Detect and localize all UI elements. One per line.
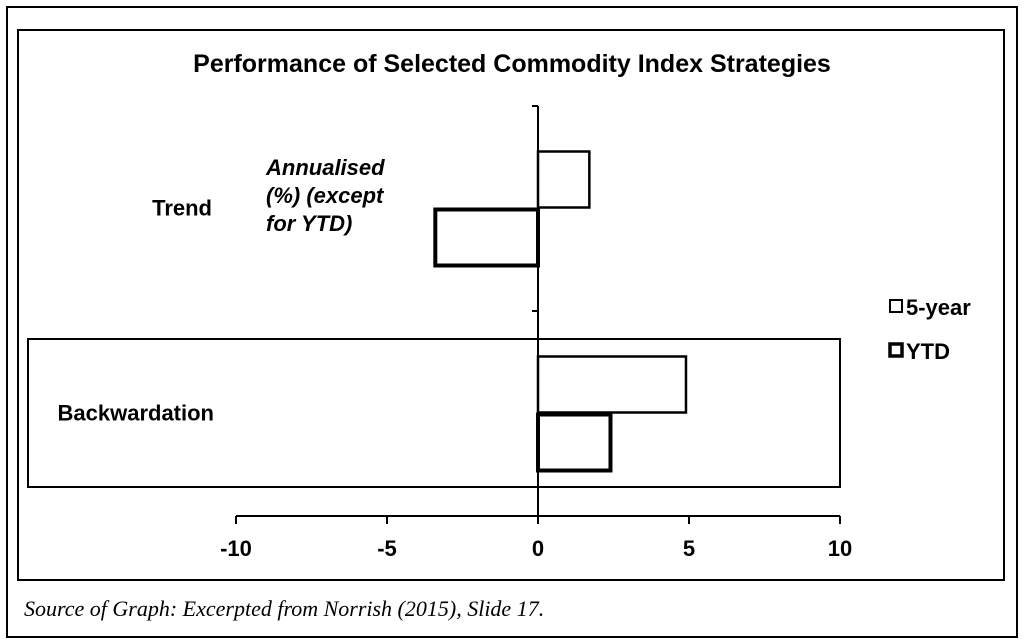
category-label-trend: Trend [152, 196, 212, 221]
chart-annotation: Annualised (%) (except for YTD) [265, 155, 385, 236]
category-label-backwardation: Backwardation [58, 401, 215, 426]
annotation-line: (%) (except [266, 183, 385, 208]
annotation-line: for YTD) [266, 211, 352, 236]
legend-swatch-ytd [888, 342, 904, 358]
chart-title: Performance of Selected Commodity Index … [193, 50, 831, 78]
legend-label-5-year: 5-year [906, 295, 971, 320]
annotation-line: Annualised [265, 155, 385, 180]
highlight-box [27, 338, 841, 488]
legend: 5-year YTD [888, 295, 971, 364]
bars [433, 150, 688, 473]
x-tick-label: 5 [683, 536, 695, 561]
legend-swatch-5-year [889, 299, 903, 313]
chart-frame [6, 6, 1018, 638]
bar-5-year-backwardation [536, 355, 688, 414]
plot-border [17, 29, 1005, 581]
x-tick-label: -5 [377, 536, 397, 561]
x-tick-label: -10 [220, 536, 252, 561]
axes: -10 -5 0 5 10 [220, 105, 852, 561]
highlight-layer [27, 338, 841, 488]
bar-ytd-trend [433, 207, 541, 268]
source-note: Source of Graph: Excerpted from Norrish … [24, 596, 545, 621]
x-tick-label: 10 [828, 536, 852, 561]
bar-5-year-trend [536, 150, 591, 209]
category-labels: Trend Backwardation [58, 196, 215, 426]
legend-label-ytd: YTD [906, 339, 950, 364]
x-tick-label: 0 [532, 536, 544, 561]
bar-ytd-backwardation [536, 412, 613, 473]
